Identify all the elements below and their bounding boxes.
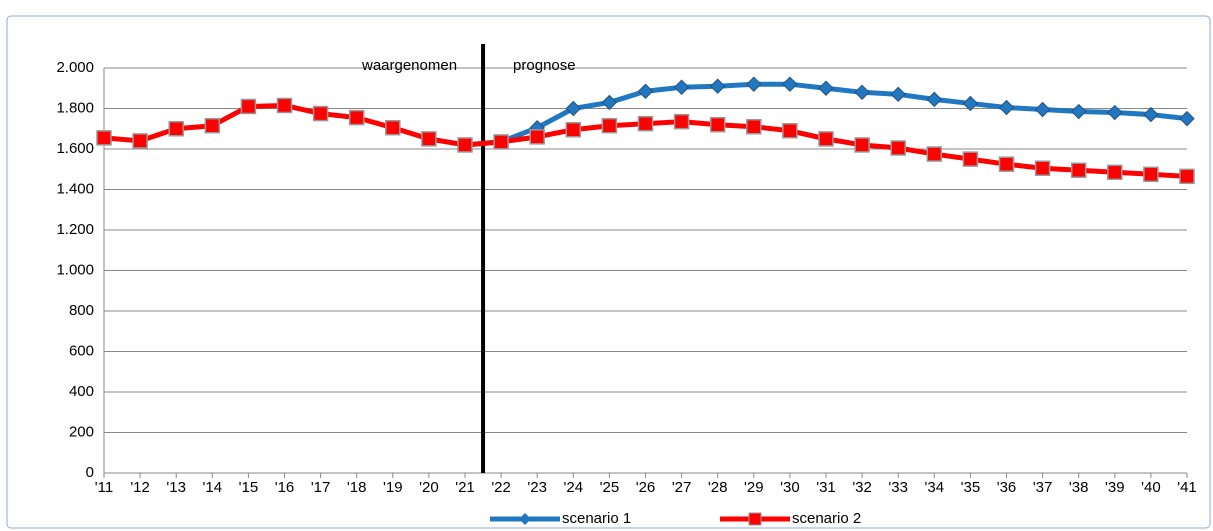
marker (421, 131, 437, 147)
x-tick-label: '27 (672, 479, 692, 496)
marker (1034, 101, 1051, 118)
y-tick-label: 1.600 (56, 140, 94, 157)
y-tick-label: 2.000 (56, 59, 94, 76)
x-tick-label: '35 (961, 479, 981, 496)
x-tick-label: '19 (383, 479, 403, 496)
marker (637, 83, 654, 99)
marker (1107, 104, 1123, 121)
marker (565, 100, 582, 117)
x-tick-label: '36 (997, 479, 1017, 496)
marker (637, 115, 654, 132)
marker (709, 78, 726, 94)
x-tick-label: '30 (780, 479, 800, 496)
y-tick-label: 1.800 (56, 99, 94, 116)
x-tick-label: '26 (636, 479, 656, 496)
x-tick-label: '14 (203, 479, 223, 496)
x-tick-label: '25 (600, 479, 620, 496)
x-tick-label: '33 (888, 479, 908, 496)
marker (673, 79, 690, 95)
marker (385, 119, 401, 136)
x-tick-label: '11 (95, 479, 113, 496)
marker (1143, 166, 1159, 183)
x-tick-label: '17 (311, 479, 331, 496)
marker (926, 146, 943, 162)
marker (1179, 110, 1195, 127)
x-tick-label: '37 (1033, 479, 1053, 496)
y-tick-label: 600 (69, 342, 94, 359)
marker (1143, 106, 1159, 123)
marker (854, 84, 870, 101)
marker (457, 137, 473, 153)
x-tick-label: '28 (708, 479, 728, 496)
marker (998, 156, 1015, 172)
marker (312, 105, 329, 122)
x-tick-label: '18 (347, 479, 367, 496)
marker (132, 133, 148, 149)
x-tick-label: '29 (744, 479, 764, 496)
marker (96, 130, 112, 146)
marker (529, 129, 545, 145)
x-tick-label: '12 (130, 479, 150, 496)
marker (1070, 162, 1087, 179)
x-tick-label: '22 (491, 479, 511, 496)
marker (601, 94, 618, 111)
marker (746, 118, 762, 135)
x-tick-label: '24 (564, 479, 584, 496)
x-tick-label: '40 (1141, 479, 1161, 496)
y-tick-label: 1.200 (56, 221, 94, 238)
y-tick-label: 400 (69, 383, 94, 400)
y-tick-label: 0 (86, 464, 94, 481)
marker (782, 76, 798, 92)
marker (854, 137, 870, 153)
annotation: prognose (513, 57, 576, 74)
marker (601, 117, 618, 134)
marker (890, 86, 906, 103)
marker (493, 134, 509, 150)
marker (818, 80, 834, 96)
y-tick-label: 1.400 (56, 180, 94, 197)
legend-marker (748, 512, 762, 526)
x-tick-label: '21 (455, 479, 475, 496)
marker (998, 99, 1015, 116)
marker (782, 123, 798, 139)
marker (962, 151, 979, 167)
x-tick-label: '13 (166, 479, 186, 496)
marker (926, 91, 943, 108)
marker (890, 140, 906, 156)
y-tick-label: 800 (69, 302, 94, 319)
x-tick-label: '23 (527, 479, 547, 496)
marker (348, 109, 365, 126)
marker (1179, 168, 1195, 185)
marker (962, 95, 979, 112)
marker (204, 117, 221, 134)
marker (709, 116, 726, 133)
marker (565, 122, 582, 138)
marker (1034, 160, 1051, 176)
marker (276, 97, 293, 114)
x-tick-label: '31 (816, 479, 836, 496)
x-tick-label: '34 (925, 479, 945, 496)
x-tick-label: '39 (1105, 479, 1125, 496)
marker (746, 76, 762, 92)
legend-marker (519, 513, 531, 525)
x-tick-label: '32 (852, 479, 872, 496)
x-tick-label: '16 (275, 479, 295, 496)
marker (673, 113, 690, 130)
marker (1070, 103, 1087, 120)
marker (240, 98, 257, 115)
x-tick-label: '41 (1177, 479, 1197, 496)
y-tick-label: 200 (69, 423, 94, 440)
legend-label: scenario 1 (562, 510, 631, 527)
chart-frame (6, 15, 1211, 529)
legend-label: scenario 2 (792, 510, 861, 527)
marker (1107, 164, 1123, 181)
y-tick-label: 1.000 (56, 261, 94, 278)
marker (168, 121, 184, 137)
annotation: waargenomen (361, 57, 457, 74)
marker (818, 131, 834, 147)
x-tick-label: '15 (239, 479, 259, 496)
x-tick-label: '20 (419, 479, 439, 496)
x-tick-label: '38 (1069, 479, 1089, 496)
